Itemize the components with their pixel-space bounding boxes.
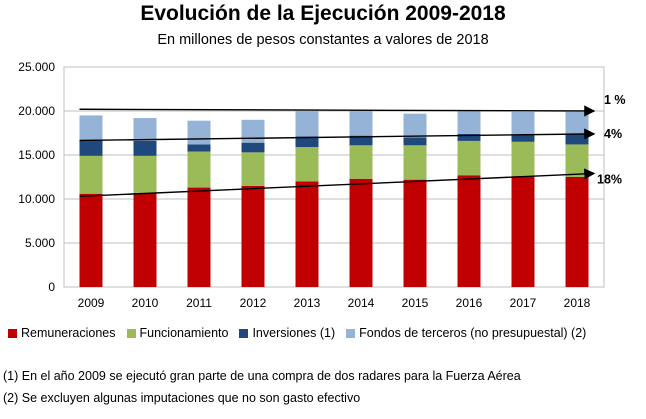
chart-legend: Remuneraciones Funcionamiento Inversione… (8, 326, 597, 340)
trend-label: 4% (604, 127, 622, 141)
bar-funcionamiento-2016 (457, 140, 481, 176)
bar-remuneraciones-2014 (349, 178, 373, 287)
legend-swatch (126, 328, 136, 338)
bar-inversiones-2016 (457, 133, 481, 141)
legend-item-inversiones: Inversiones (1) (239, 326, 335, 340)
bar-inversiones-2018 (565, 133, 589, 145)
legend-label: Funcionamiento (139, 326, 229, 340)
chart-subtitle: En millones de pesos constantes a valore… (157, 32, 489, 48)
bar-remuneraciones-2018 (565, 177, 589, 287)
bar-inversiones-2012 (241, 142, 265, 153)
legend-label: Fondos de terceros (no presupuestal) (2) (359, 326, 587, 340)
bar-remuneraciones-2010 (133, 192, 157, 287)
x-tick-label: 2014 (348, 296, 375, 310)
trend-label: 18% (597, 172, 622, 186)
trend-line (79, 168, 596, 198)
bar-fondos-2016 (457, 111, 481, 134)
bar-inversiones-2010 (133, 140, 157, 156)
bar-funcionamiento-2018 (565, 144, 589, 177)
trend-label: 1 % (604, 93, 626, 107)
y-tick-label: 15.000 (18, 148, 55, 162)
y-tick-label: 0 (48, 280, 55, 294)
legend-item-remuneraciones: Remuneraciones (8, 326, 116, 340)
bar-fondos-2017 (511, 111, 535, 135)
bar-inversiones-2009 (79, 140, 103, 156)
bar-fondos-2012 (241, 119, 265, 143)
bar-funcionamiento-2017 (511, 141, 535, 177)
bar-remuneraciones-2017 (511, 176, 535, 287)
x-tick-label: 2010 (132, 296, 159, 310)
y-tick-label: 25.000 (18, 60, 55, 74)
bar-fondos-2010 (133, 118, 157, 141)
chart-title: Evolución de la Ejecución 2009-2018 (140, 2, 506, 25)
bar-remuneraciones-2012 (241, 185, 265, 287)
legend-label: Inversiones (1) (252, 326, 336, 340)
legend-label: Remuneraciones (21, 326, 116, 340)
y-tick-label: 20.000 (18, 104, 55, 118)
bar-funcionamiento-2010 (133, 155, 157, 193)
x-tick-label: 2012 (240, 296, 267, 310)
legend-swatch (8, 328, 17, 338)
bar-funcionamiento-2015 (403, 145, 427, 180)
x-tick-label: 2018 (564, 296, 591, 310)
x-tick-label: 2011 (186, 296, 212, 310)
x-tick-label: 2016 (456, 296, 483, 310)
x-tick-label: 2017 (510, 296, 537, 310)
bar-funcionamiento-2012 (241, 152, 265, 186)
footnote-1: (1) En el año 2009 se ejecutó gran parte… (3, 369, 521, 383)
bar-remuneraciones-2013 (295, 181, 319, 287)
bar-funcionamiento-2013 (295, 147, 319, 182)
bar-fondos-2013 (295, 111, 319, 137)
bar-fondos-2014 (349, 110, 373, 136)
bar-inversiones-2013 (295, 136, 319, 148)
bar-inversiones-2014 (349, 135, 373, 146)
footnote-2: (2) Se excluyen algunas imputaciones que… (3, 391, 361, 405)
bar-funcionamiento-2011 (187, 151, 211, 188)
bar-inversiones-2015 (403, 137, 427, 146)
y-tick-label: 5.000 (25, 236, 55, 250)
bar-remuneraciones-2011 (187, 187, 211, 287)
bar-remuneraciones-2016 (457, 175, 481, 287)
legend-item-funcionamiento: Funcionamiento (126, 326, 229, 340)
y-tick-label: 10.000 (18, 192, 55, 206)
bar-inversiones-2011 (187, 144, 211, 152)
bar-fondos-2009 (79, 115, 103, 141)
bar-remuneraciones-2009 (79, 193, 103, 287)
legend-swatch (239, 328, 249, 338)
bar-funcionamiento-2009 (79, 155, 103, 194)
bar-remuneraciones-2015 (403, 179, 427, 287)
bar-fondos-2015 (403, 113, 427, 138)
bar-fondos-2011 (187, 120, 211, 145)
stacked-bar-chart: 1 % 4% 18% 0 5.000 10.000 15.000 20.000 25.000 2… (18, 60, 626, 310)
bar-funcionamiento-2014 (349, 145, 373, 179)
trend-line (79, 105, 596, 117)
bar-inversiones-2017 (511, 134, 535, 142)
bar-fondos-2018 (565, 111, 589, 134)
x-tick-label: 2013 (294, 296, 321, 310)
legend-swatch (346, 328, 356, 338)
x-tick-label: 2015 (402, 296, 429, 310)
x-tick-label: 2009 (78, 296, 105, 310)
trend-line (79, 128, 596, 142)
legend-item-fondos-terceros: Fondos de terceros (no presupuestal) (2) (346, 326, 586, 340)
